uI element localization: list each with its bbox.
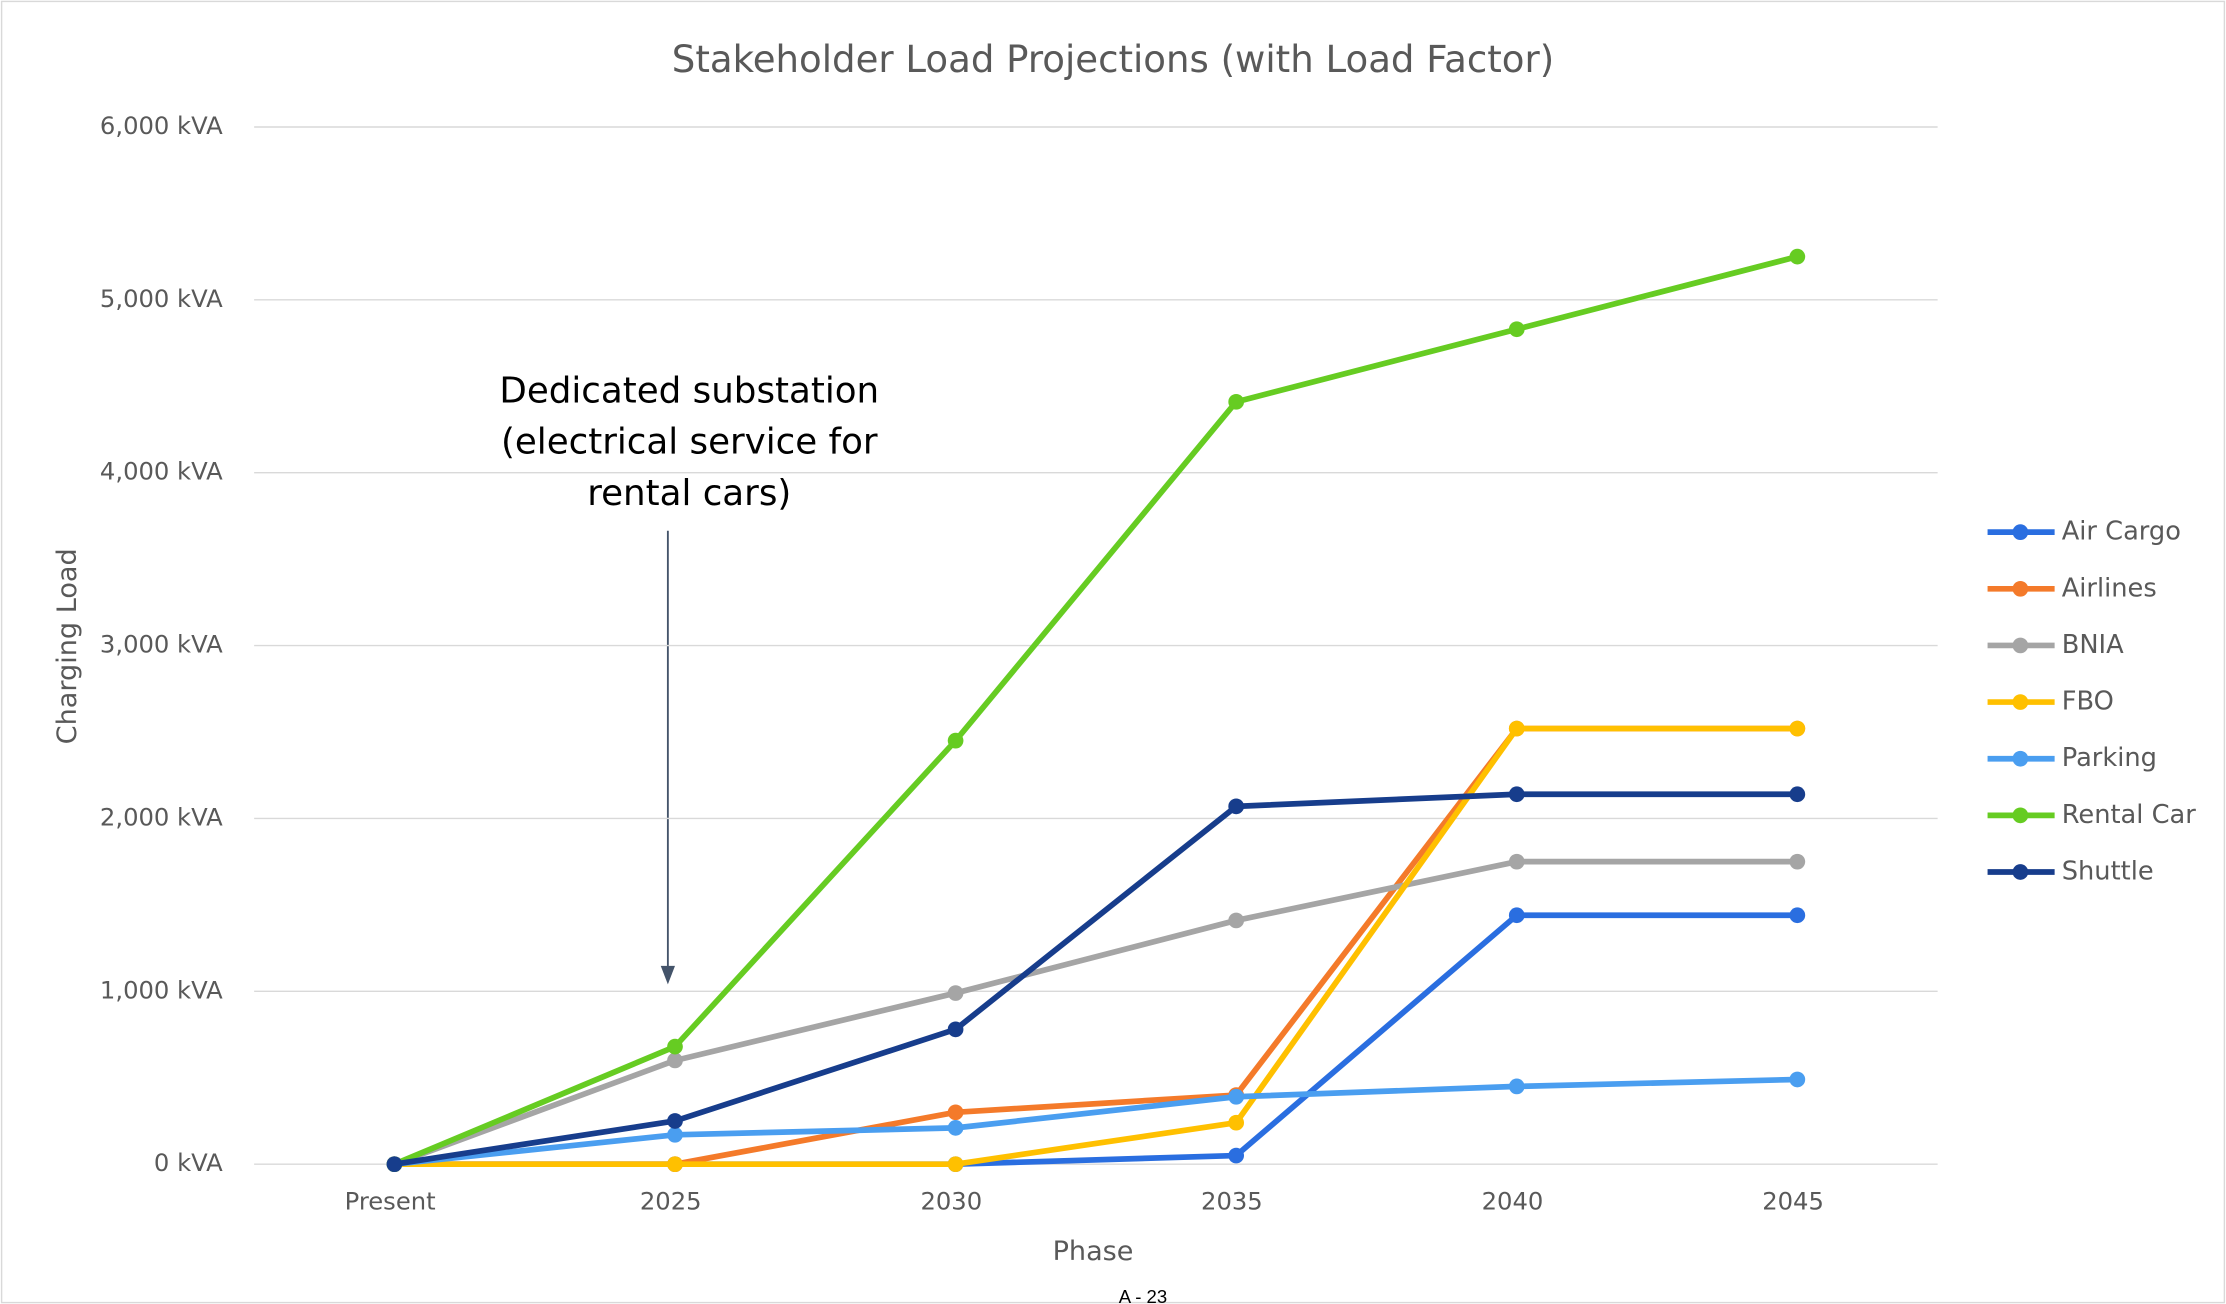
y-tick-label: 5,000 kVA — [100, 284, 223, 313]
data-point — [1508, 907, 1525, 924]
x-tick-label: 2040 — [1482, 1187, 1544, 1216]
legend-label: FBO — [2062, 687, 2114, 717]
legend-marker — [2012, 524, 2029, 541]
data-point — [386, 1156, 403, 1173]
data-point — [1789, 786, 1806, 803]
y-tick-label: 0 kVA — [154, 1148, 223, 1177]
data-point — [1228, 393, 1245, 410]
series-line — [394, 725, 1798, 1168]
annotation: rental cars) — [587, 473, 791, 514]
data-point — [947, 985, 964, 1001]
data-point — [667, 1113, 683, 1129]
data-point — [1228, 1147, 1245, 1164]
x-tick-label: 2030 — [920, 1187, 982, 1216]
y-tick-label: 4,000 kVA — [100, 457, 223, 486]
legend-label: Parking — [2062, 743, 2157, 773]
data-point — [1508, 786, 1525, 803]
legend-marker — [2012, 637, 2029, 654]
data-point — [1789, 720, 1806, 737]
data-point — [1228, 912, 1245, 929]
legend-label: Airlines — [2062, 573, 2157, 603]
x-tick-label: Present — [345, 1187, 436, 1216]
data-point — [947, 1104, 964, 1121]
data-point — [1789, 853, 1806, 870]
y-tick-label: 2,000 kVA — [100, 802, 223, 831]
footer: A - 23 — [1119, 1286, 1167, 1304]
data-point — [947, 1156, 964, 1173]
legend-marker — [2012, 580, 2029, 597]
annotation: Dedicated substation — [499, 370, 879, 411]
data-point — [1508, 720, 1525, 737]
data-point — [1789, 1071, 1806, 1088]
data-point — [667, 1156, 683, 1173]
data-point — [1508, 321, 1525, 338]
x-tick-label: 2045 — [1762, 1187, 1824, 1216]
x-tick-label: 2035 — [1201, 1187, 1263, 1216]
legend-marker — [2012, 750, 2029, 767]
series-line — [393, 253, 1799, 1167]
data-point — [1789, 907, 1806, 924]
annotation: (electrical service for — [501, 422, 878, 463]
data-point — [667, 1126, 683, 1143]
chart-title: Stakeholder Load Projections (with Load … — [672, 38, 1554, 81]
x-axis-title: Phase — [1053, 1236, 1134, 1267]
legend-marker — [2012, 864, 2029, 880]
legend-marker — [2012, 694, 2029, 710]
data-point — [667, 1052, 683, 1069]
data-point — [1508, 853, 1525, 870]
x-tick-label: 2025 — [640, 1187, 702, 1216]
data-point — [1508, 1078, 1525, 1095]
data-point — [1789, 248, 1806, 265]
data-point — [947, 1021, 964, 1038]
data-point — [947, 1120, 964, 1136]
legend-label: Rental Car — [2062, 800, 2196, 830]
series-line — [394, 1076, 1798, 1168]
y-tick-label: 1,000 kVA — [100, 975, 223, 1004]
y-tick-label: 6,000 kVA — [100, 111, 223, 140]
legend-label: BNIA — [2062, 630, 2124, 660]
data-point — [1228, 798, 1245, 815]
legend-marker — [2012, 807, 2029, 824]
data-point — [1228, 1088, 1245, 1105]
y-axis-title: Charging Load — [52, 548, 83, 744]
legend-label: Shuttle — [2062, 856, 2154, 886]
series-line — [393, 858, 1798, 1167]
y-tick-label: 3,000 kVA — [100, 630, 223, 659]
data-point — [947, 732, 964, 749]
data-point — [1228, 1114, 1245, 1131]
legend-label: Air Cargo — [2062, 517, 2181, 547]
series-line — [393, 791, 1798, 1168]
annotation-arrowhead — [660, 965, 676, 985]
data-point — [667, 1038, 683, 1055]
